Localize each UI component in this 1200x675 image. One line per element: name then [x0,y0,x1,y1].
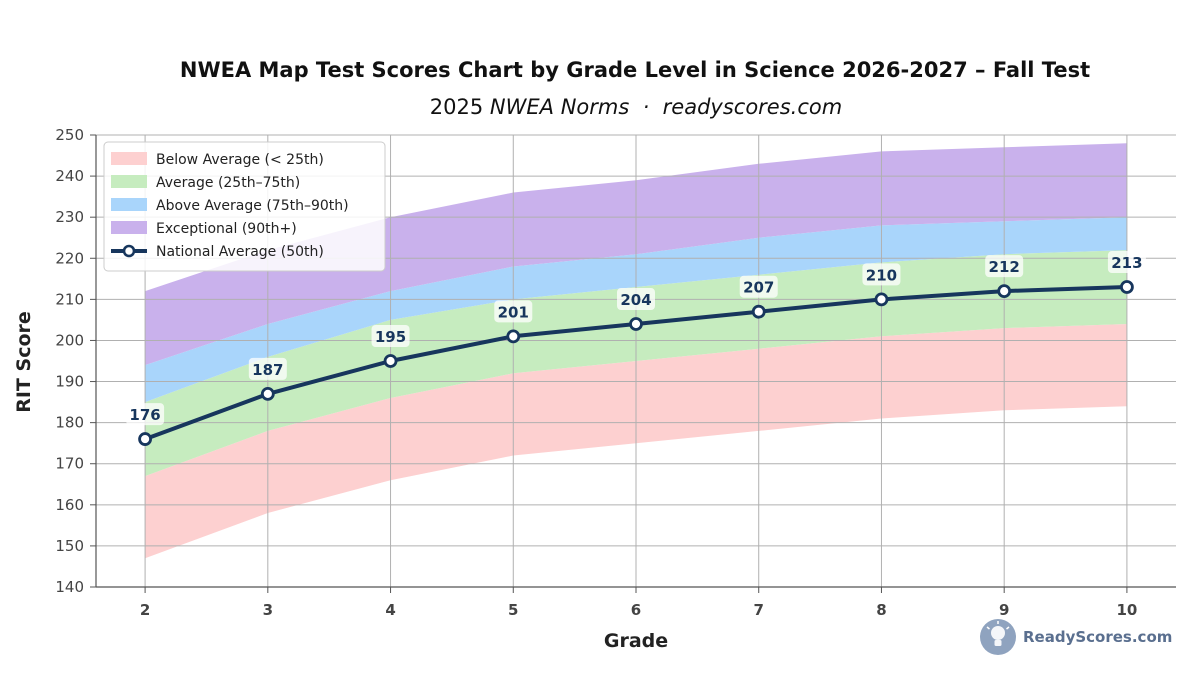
data-point [260,386,275,401]
data-label: 187 [252,361,283,379]
legend-label: Above Average (75th–90th) [156,198,349,214]
legend-swatch [111,221,147,234]
data-label-box [126,403,165,426]
data-point [629,317,643,331]
data-point [874,292,889,307]
data-point [506,329,521,344]
data-label: 204 [620,291,651,309]
data-label-box [985,255,1024,278]
legend-label: National Average (50th) [156,244,324,260]
data-label-box [862,263,901,286]
data-labels: 176 187 195 201 204 207 210 212 213 [126,251,1146,426]
data-label: 201 [498,303,529,321]
data-label: 207 [743,279,774,297]
x-tick-label: 7 [754,601,764,619]
x-tick-label: 8 [876,601,886,619]
y-tick-label: 200 [55,331,84,349]
y-tick-label: 140 [55,578,84,596]
x-tick-label: 9 [999,601,1009,619]
x-axis-label: Grade [604,630,668,652]
chart-title: NWEA Map Test Scores Chart by Grade Leve… [180,58,1090,82]
data-label: 176 [129,406,160,424]
y-tick-label: 250 [55,126,84,144]
legend-label: Exceptional (90th+) [156,221,297,237]
legend-swatch [111,152,147,165]
x-tick-label: 4 [385,601,395,619]
data-label: 213 [1111,254,1142,272]
chart-subtitle: 2025 NWEA Norms · readyscores.com [430,95,842,119]
data-point [751,304,766,319]
data-label-box [371,325,410,347]
y-axis-label: RIT Score [13,311,35,413]
legend: Below Average (< 25th) Average (25th–75th… [103,141,386,272]
x-tick-label: 2 [140,601,150,619]
y-tick-label: 180 [55,414,84,432]
legend-marker [122,244,136,258]
data-point [997,284,1012,299]
data-label-box [494,300,533,323]
data-label-box [1107,251,1146,274]
legend-label: Average (25th–75th) [156,175,300,191]
y-tick-label: 230 [55,208,84,226]
x-tick-label: 5 [508,601,518,619]
band-2 [145,217,1127,403]
data-point [383,354,398,368]
data-label-box [617,288,655,311]
data-label: 212 [989,258,1020,276]
legend-label: Below Average (< 25th) [156,152,324,168]
y-tick-label: 190 [55,373,84,391]
x-tick-label: 10 [1116,601,1137,619]
y-tick-label: 240 [55,167,84,185]
data-label: 195 [375,328,406,346]
y-tick-label: 170 [55,455,84,473]
brand-name: ReadyScores.com [1023,628,1172,646]
data-label-box [248,357,287,380]
lightbulb-logo-icon [980,619,1016,655]
y-tick-label: 160 [55,496,84,514]
legend-swatch [111,198,147,211]
data-label: 210 [866,266,897,284]
national-average-series [138,280,1134,446]
data-label-box [739,275,778,298]
data-point [138,432,152,446]
brand-watermark: ReadyScores.com [980,619,1172,655]
data-point [1120,280,1134,294]
x-tick-label: 6 [631,601,641,619]
y-tick-label: 220 [55,249,84,267]
y-tick-label: 150 [55,537,84,555]
y-tick-label: 210 [55,290,84,308]
legend-box [103,141,386,272]
axes: 140 150 160 170 180 190 200 210 220 230 240 250 2 3 4 5… [55,126,1176,619]
x-tick-label: 3 [263,601,273,619]
subtitle-source: NWEA Norms · readyscores.com [490,95,842,119]
legend-swatch [111,175,147,188]
subtitle-year: 2025 [430,95,490,119]
